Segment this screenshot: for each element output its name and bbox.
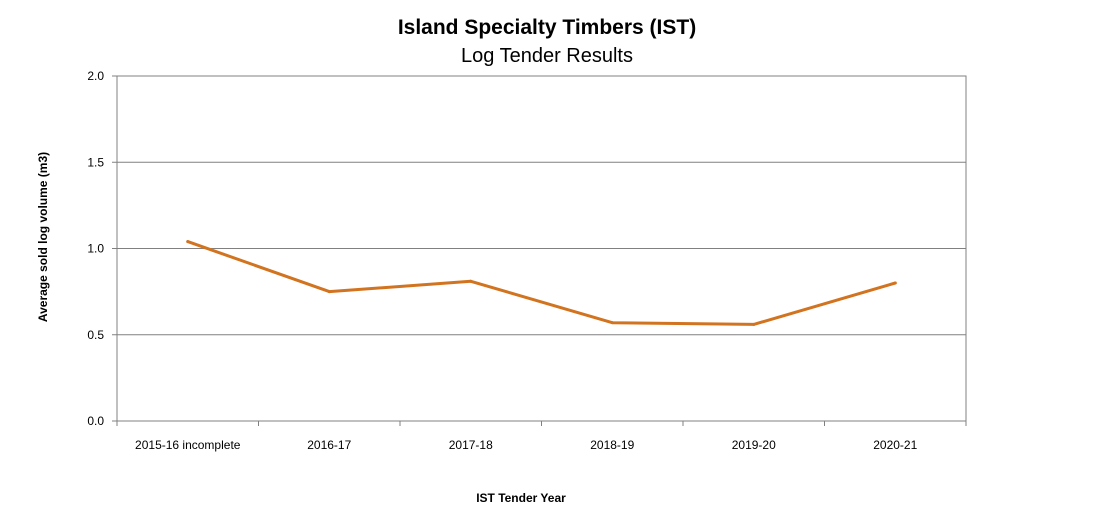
chart-subtitle: Log Tender Results (461, 45, 633, 67)
chart-title: Island Specialty Timbers (IST) (398, 16, 696, 39)
y-tick-label: 1.0 (87, 242, 104, 256)
data-point (893, 281, 897, 285)
x-tick-label: 2017-18 (449, 438, 493, 452)
gridlines (117, 161, 966, 336)
y-axis: 0.0 0.5 1.0 1.5 2.0 (87, 69, 117, 428)
y-tick-label: 0.0 (87, 414, 104, 428)
y-tick-label: 1.5 (87, 155, 104, 169)
data-point (186, 240, 190, 244)
x-tick-label: 2018-19 (590, 438, 634, 452)
x-tick-label: 2016-17 (307, 438, 351, 452)
x-axis-title: IST Tender Year (476, 491, 566, 505)
x-tick-label: 2020-21 (873, 438, 917, 452)
data-point (752, 322, 756, 326)
y-tick-label: 2.0 (87, 69, 104, 83)
data-point (469, 279, 473, 283)
series-group (186, 240, 897, 326)
x-tick-label: 2015-16 incomplete (135, 438, 241, 452)
y-tick-label: 0.5 (87, 328, 104, 342)
x-axis: 2015-16 incomplete 2016-17 2017-18 2018-19 2… (116, 421, 967, 452)
data-point (610, 321, 614, 325)
x-tick-label: 2019-20 (732, 438, 776, 452)
data-point (327, 290, 331, 294)
series-line (186, 240, 897, 326)
y-axis-title: Average sold log volume (m3) (36, 152, 50, 322)
